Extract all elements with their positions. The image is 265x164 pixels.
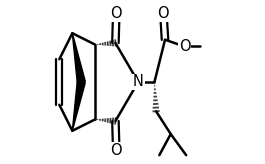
Text: O: O <box>158 6 169 21</box>
Polygon shape <box>72 81 85 131</box>
Text: O: O <box>179 39 190 54</box>
Polygon shape <box>72 33 85 83</box>
Text: N: N <box>133 74 144 90</box>
Text: O: O <box>111 143 122 158</box>
Text: O: O <box>111 6 122 21</box>
